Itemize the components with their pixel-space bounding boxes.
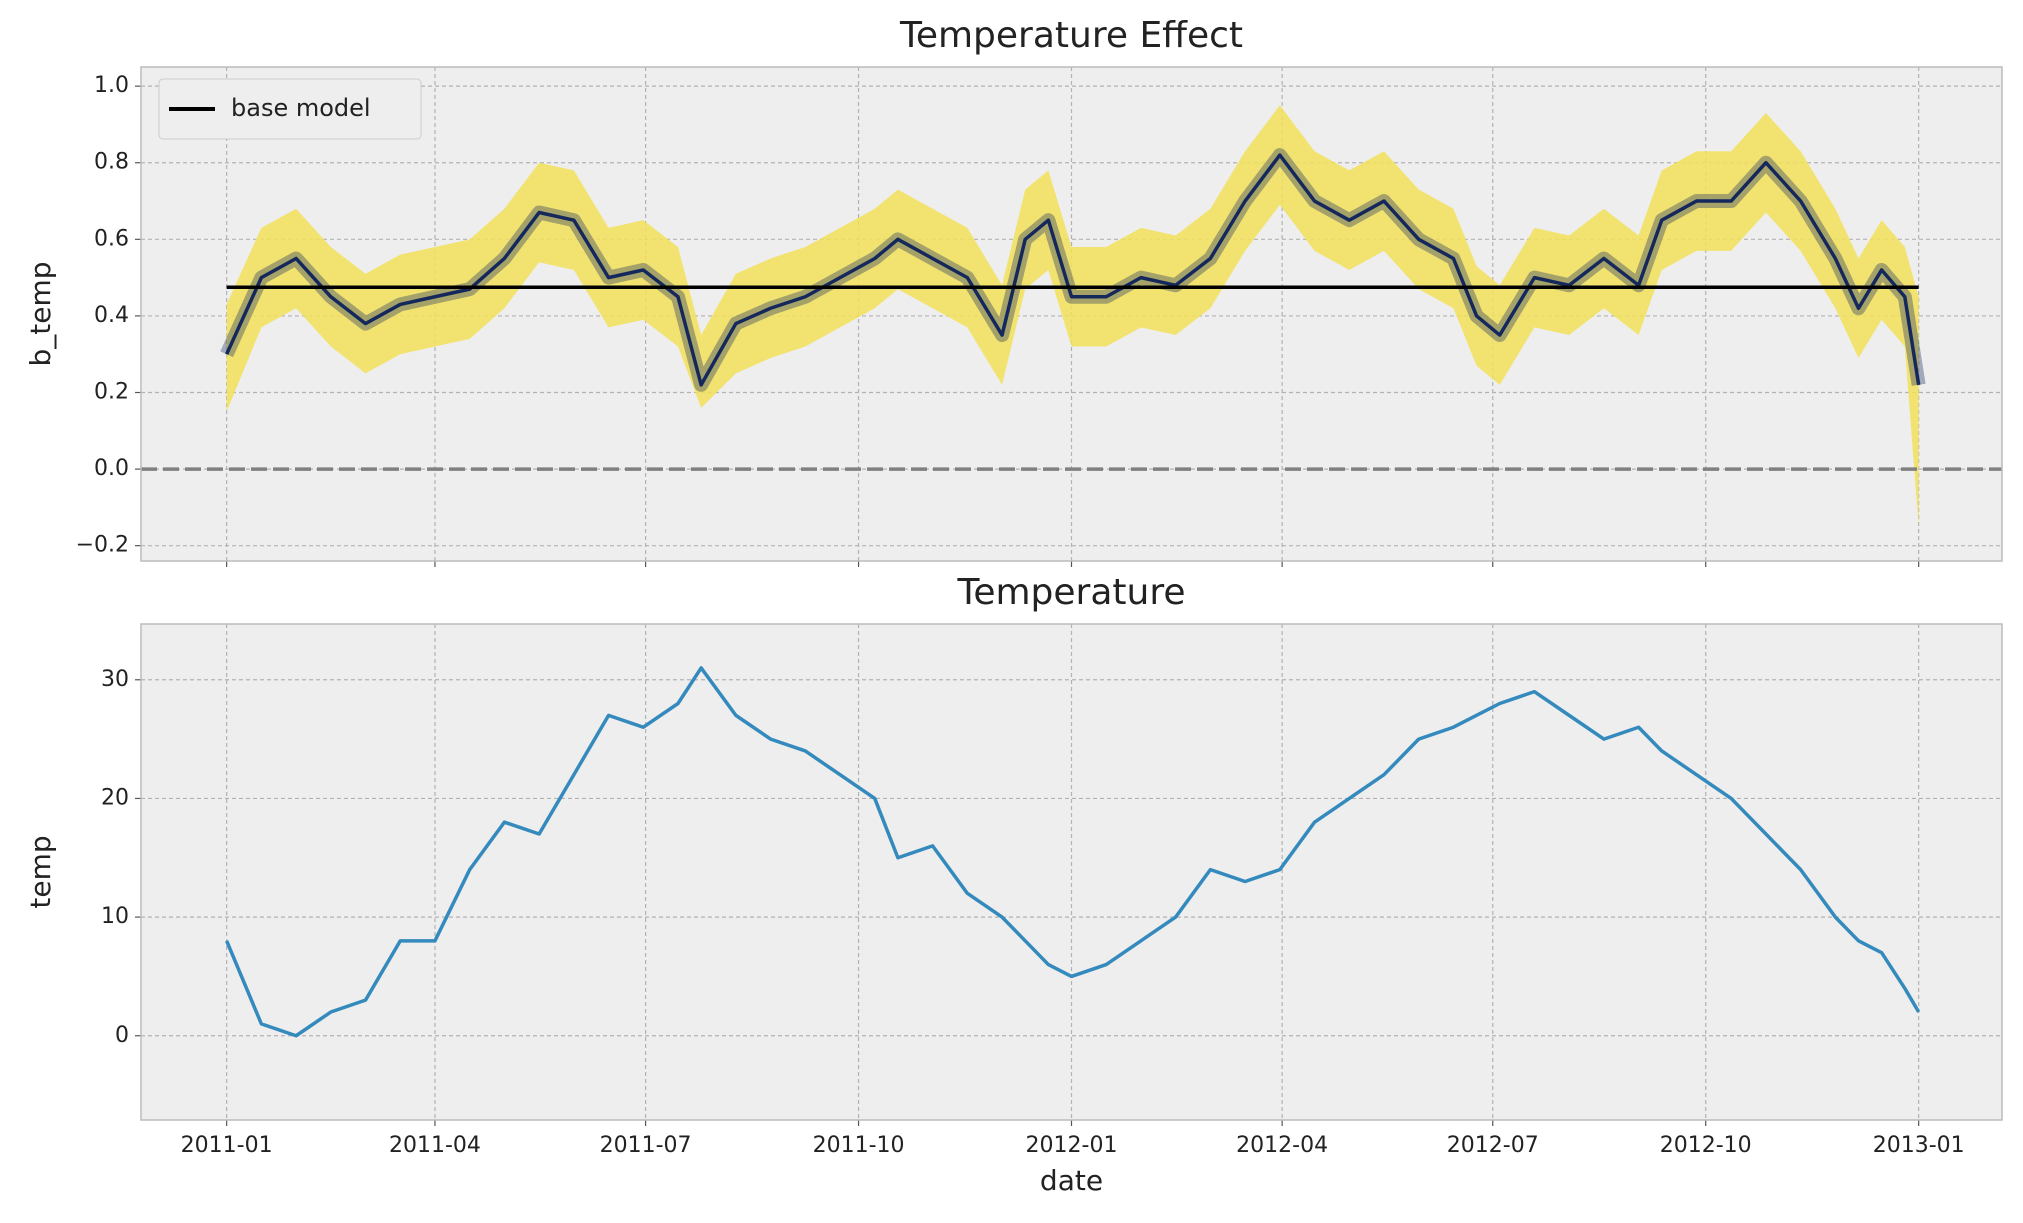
y-tick-label: 20 bbox=[101, 785, 129, 810]
y-tick-label: 30 bbox=[101, 667, 129, 692]
hdi-band bbox=[226, 105, 1919, 527]
y-tick-label: 0.4 bbox=[94, 303, 129, 328]
y-tick-label: 1.0 bbox=[94, 73, 129, 98]
x-tick-label: 2011-04 bbox=[389, 1133, 481, 1158]
x-tick-label: 2013-01 bbox=[1873, 1133, 1965, 1158]
x-tick-label: 2011-01 bbox=[181, 1133, 273, 1158]
legend-box bbox=[158, 78, 422, 140]
y-tick-label: 0.2 bbox=[94, 380, 129, 405]
axes-frame bbox=[140, 623, 2003, 1121]
chart-title: Temperature bbox=[956, 572, 1185, 613]
x-tick-label: 2011-07 bbox=[600, 1133, 692, 1158]
x-tick-label: 2012-10 bbox=[1660, 1133, 1752, 1158]
y-tick-label: 10 bbox=[101, 904, 129, 929]
series-line bbox=[225, 666, 1921, 1038]
x-tick-label: 2011-10 bbox=[813, 1133, 905, 1158]
y-tick-label: 0.0 bbox=[94, 456, 129, 481]
y-tick-label: 0.6 bbox=[94, 226, 129, 251]
y-axis-label: b_temp bbox=[24, 261, 57, 366]
x-tick-label: 2012-04 bbox=[1236, 1133, 1328, 1158]
series-line bbox=[225, 153, 1921, 387]
x-tick-label: 2012-07 bbox=[1447, 1133, 1539, 1158]
y-tick-label: 0 bbox=[115, 1023, 129, 1048]
y-axis-label: temp bbox=[24, 835, 57, 908]
x-tick-label: 2012-01 bbox=[1026, 1133, 1118, 1158]
legend-label: base model bbox=[231, 94, 371, 122]
x-axis-label: date bbox=[1040, 1164, 1103, 1197]
chart-title: Temperature Effect bbox=[899, 15, 1243, 56]
axes-frame bbox=[140, 66, 2003, 562]
y-tick-label: 0.8 bbox=[94, 150, 129, 175]
y-tick-label: −0.2 bbox=[76, 533, 129, 558]
